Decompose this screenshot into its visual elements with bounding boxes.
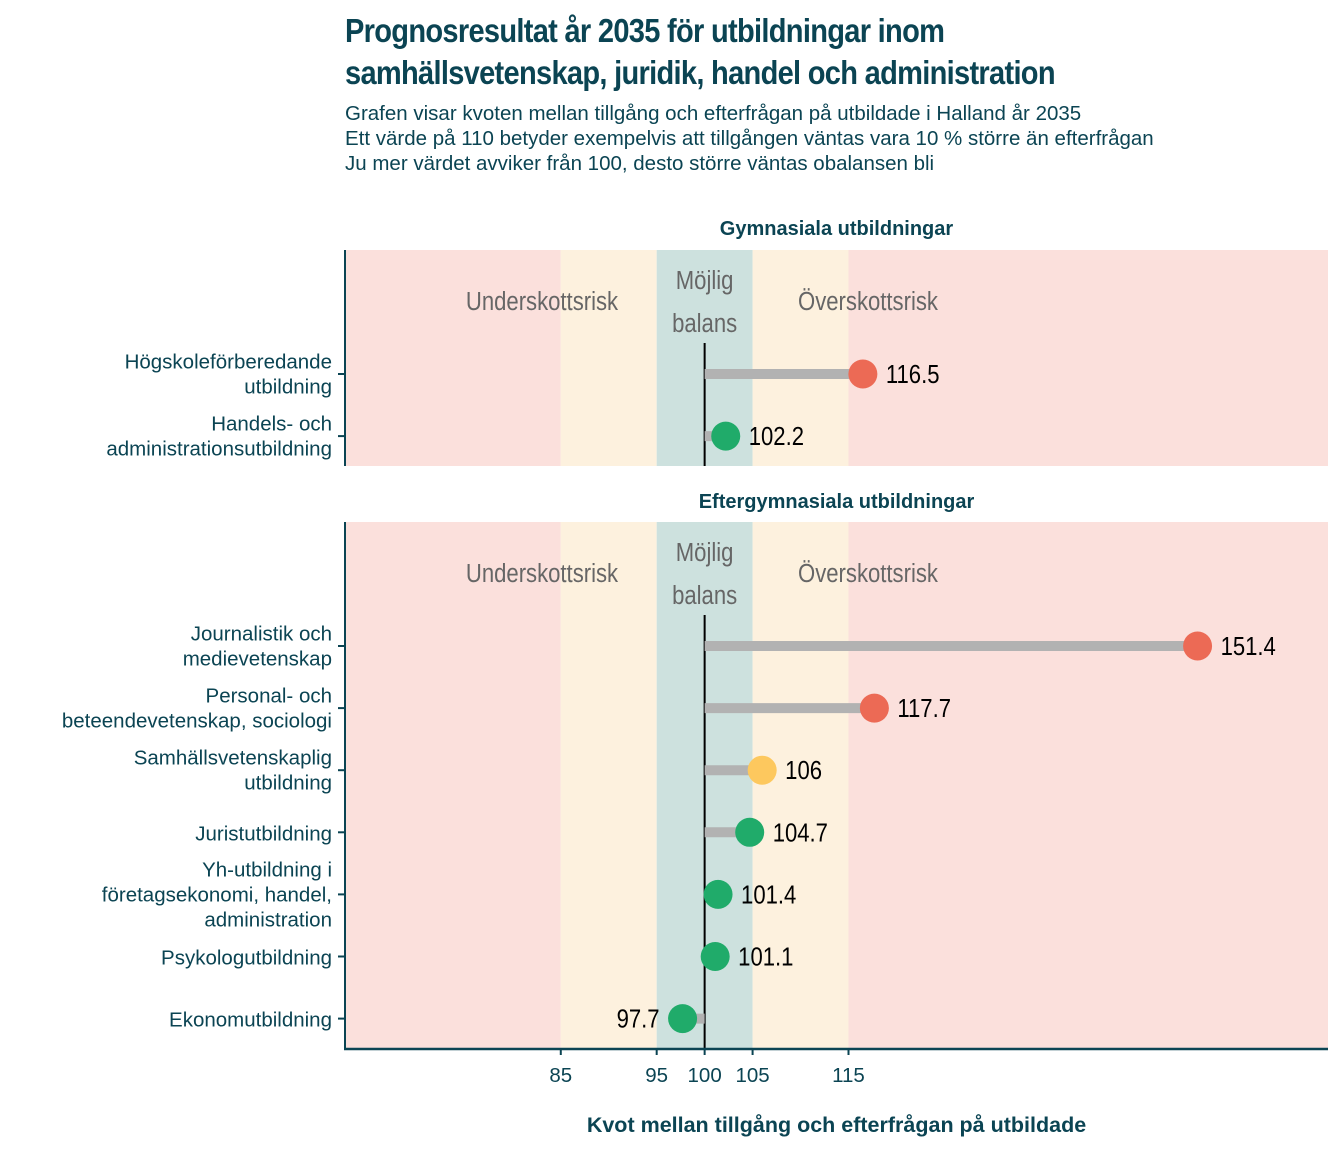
zone-label-balance: Möjlig xyxy=(676,266,734,295)
category-label: företagsekonomi, handel, xyxy=(102,883,332,906)
zone-label-balance: balans xyxy=(672,309,737,338)
category-label: beteendevetenskap, sociologi xyxy=(62,710,332,733)
chart-title-line: samhällsvetenskap, juridik, handel och a… xyxy=(345,54,1056,91)
x-tick-label: 115 xyxy=(832,1064,865,1087)
value-label: 117.7 xyxy=(897,694,951,723)
category-label: utbildning xyxy=(244,376,332,399)
category-label: Ekonomutbildning xyxy=(169,1009,332,1032)
zone-yellow xyxy=(752,522,849,1049)
lollipop-point xyxy=(859,693,889,723)
category-label: Högskoleförberedande xyxy=(125,351,332,374)
category-label: Personal- och xyxy=(206,685,332,708)
lollipop-point xyxy=(747,755,777,785)
panel-title: Eftergymnasiala utbildningar xyxy=(699,491,975,513)
chart-subtitle-line: Grafen visar kvoten mellan tillgång och … xyxy=(345,102,1082,125)
x-tick-label: 85 xyxy=(549,1064,572,1087)
data-row: Juristutbildning 104.7 xyxy=(195,817,828,848)
value-label: 101.4 xyxy=(741,881,796,910)
data-row: Ekonomutbildning 97.7 xyxy=(169,1004,705,1034)
chart-subtitle: Grafen visar kvoten mellan tillgång och … xyxy=(345,101,1154,176)
lollipop-point xyxy=(700,942,730,971)
category-label: Samhällsvetenskaplig xyxy=(134,747,332,770)
value-label: 97.7 xyxy=(617,1005,660,1034)
chart-subtitle-line: Ju mer värdet avviker från 100, desto st… xyxy=(345,152,935,175)
zone-red xyxy=(848,250,1328,466)
zone-red xyxy=(848,522,1328,1049)
category-label: Juristutbildning xyxy=(195,822,332,845)
x-axis-title: Kvot mellan tillgång och efterfrågan på … xyxy=(587,1113,1086,1137)
panel-gymnasiala: Gymnasiala utbildningar Underskottsrisk Mö… xyxy=(106,218,1328,466)
x-tick-label: 100 xyxy=(688,1064,722,1087)
x-tick-label: 95 xyxy=(645,1064,668,1087)
lollipop-point xyxy=(711,421,741,451)
lollipop-point xyxy=(703,879,733,909)
x-tick-label: 105 xyxy=(735,1064,769,1087)
lollipop-point xyxy=(1183,631,1213,661)
category-label: Handels- och xyxy=(211,413,332,436)
value-label: 102.2 xyxy=(749,422,804,451)
value-label: 106 xyxy=(785,757,822,786)
zone-label-under: Underskottsrisk xyxy=(466,559,619,588)
lollipop-point xyxy=(668,1004,698,1034)
zone-yellow xyxy=(560,522,657,1049)
zone-yellow xyxy=(752,250,849,466)
chart-title: Prognosresultat år 2035 för utbildningar… xyxy=(345,10,1056,94)
panel-title: Gymnasiala utbildningar xyxy=(720,218,954,240)
panel-eftergymnasiala: Eftergymnasiala utbildningar Underskottsr… xyxy=(62,491,1328,1049)
value-label: 101.1 xyxy=(738,943,793,972)
category-label: medievetenskap xyxy=(183,648,332,671)
category-label: administrationsutbildning xyxy=(106,438,332,461)
zone-red xyxy=(345,250,561,466)
chart-title-line: Prognosresultat år 2035 för utbildningar… xyxy=(345,12,945,49)
value-label: 104.7 xyxy=(773,819,828,848)
data-row: Psykologutbildning 101.1 xyxy=(161,942,793,972)
zone-label-balance: Möjlig xyxy=(676,538,734,567)
lollipop-point xyxy=(848,359,878,389)
value-label: 151.4 xyxy=(1221,632,1276,661)
category-label: utbildning xyxy=(244,772,332,795)
zone-label-balance: balans xyxy=(672,581,737,610)
lollipop-point xyxy=(735,817,765,847)
zone-label-over: Överskottsrisk xyxy=(798,559,939,588)
zone-yellow xyxy=(560,250,657,466)
category-label: administration xyxy=(204,908,332,931)
category-label: Psykologutbildning xyxy=(161,947,332,970)
zone-label-over: Överskottsrisk xyxy=(798,287,939,316)
value-label: 116.5 xyxy=(886,360,940,389)
category-label: Journalistik och xyxy=(191,623,332,646)
chart-subtitle-line: Ett värde på 110 betyder exempelvis att … xyxy=(345,127,1154,150)
category-label: Yh-utbildning i xyxy=(202,858,332,881)
zone-red xyxy=(345,522,561,1049)
zone-label-under: Underskottsrisk xyxy=(466,287,619,316)
